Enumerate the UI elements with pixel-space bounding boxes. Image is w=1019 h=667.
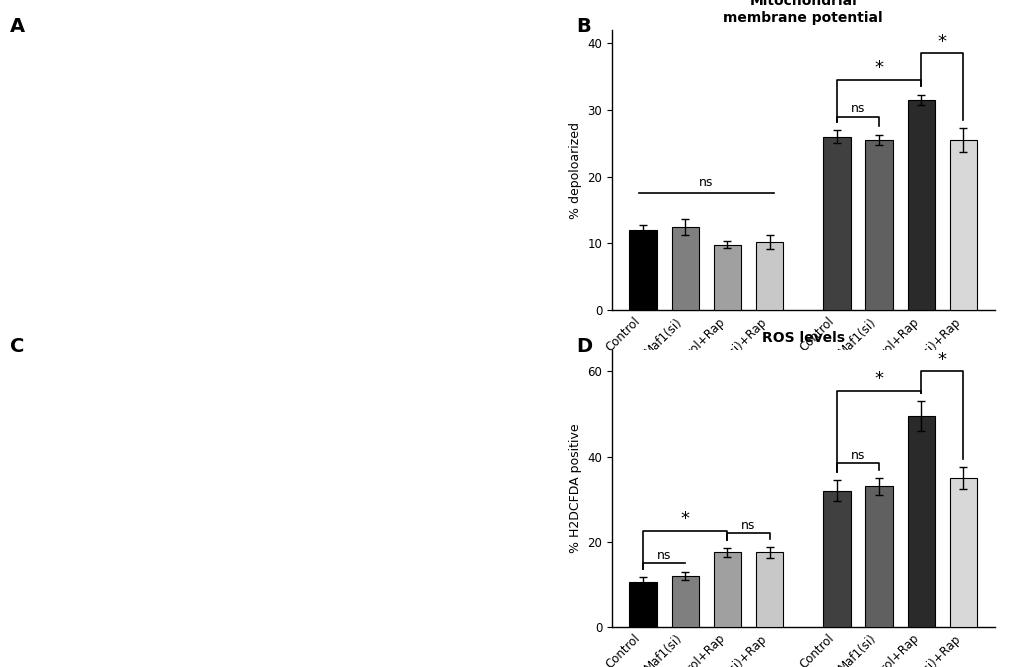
Text: ns: ns bbox=[698, 176, 713, 189]
Text: ns: ns bbox=[850, 449, 864, 462]
Text: ns: ns bbox=[741, 519, 755, 532]
Text: B: B bbox=[576, 17, 590, 35]
Text: D: D bbox=[576, 337, 592, 356]
Bar bbox=[822, 137, 850, 310]
Bar bbox=[907, 100, 934, 310]
Bar bbox=[949, 140, 976, 310]
Y-axis label: % depoloarized: % depoloarized bbox=[569, 121, 581, 219]
Bar bbox=[755, 242, 783, 310]
Text: *: * bbox=[873, 370, 882, 388]
Bar bbox=[949, 478, 976, 627]
Bar bbox=[864, 140, 892, 310]
Y-axis label: % H2DCFDA positive: % H2DCFDA positive bbox=[569, 424, 581, 554]
Text: A: A bbox=[10, 17, 25, 35]
Text: *: * bbox=[936, 33, 946, 51]
Bar bbox=[907, 416, 934, 627]
Bar bbox=[629, 230, 656, 310]
Bar bbox=[629, 582, 656, 627]
Text: -IR: -IR bbox=[697, 389, 714, 402]
Bar bbox=[755, 552, 783, 627]
Text: *: * bbox=[936, 351, 946, 369]
Bar bbox=[713, 245, 741, 310]
Bar bbox=[671, 576, 698, 627]
Text: +IR: +IR bbox=[888, 389, 911, 402]
Bar bbox=[713, 552, 741, 627]
Text: *: * bbox=[873, 59, 882, 77]
Text: ns: ns bbox=[850, 102, 864, 115]
Bar bbox=[822, 491, 850, 627]
Title: Mitochondrial
membrane potential: Mitochondrial membrane potential bbox=[722, 0, 882, 25]
Bar bbox=[671, 227, 698, 310]
Text: *: * bbox=[680, 510, 689, 528]
Text: C: C bbox=[10, 337, 24, 356]
Bar bbox=[864, 486, 892, 627]
Title: ROS levels: ROS levels bbox=[761, 331, 844, 345]
Text: ns: ns bbox=[656, 549, 671, 562]
